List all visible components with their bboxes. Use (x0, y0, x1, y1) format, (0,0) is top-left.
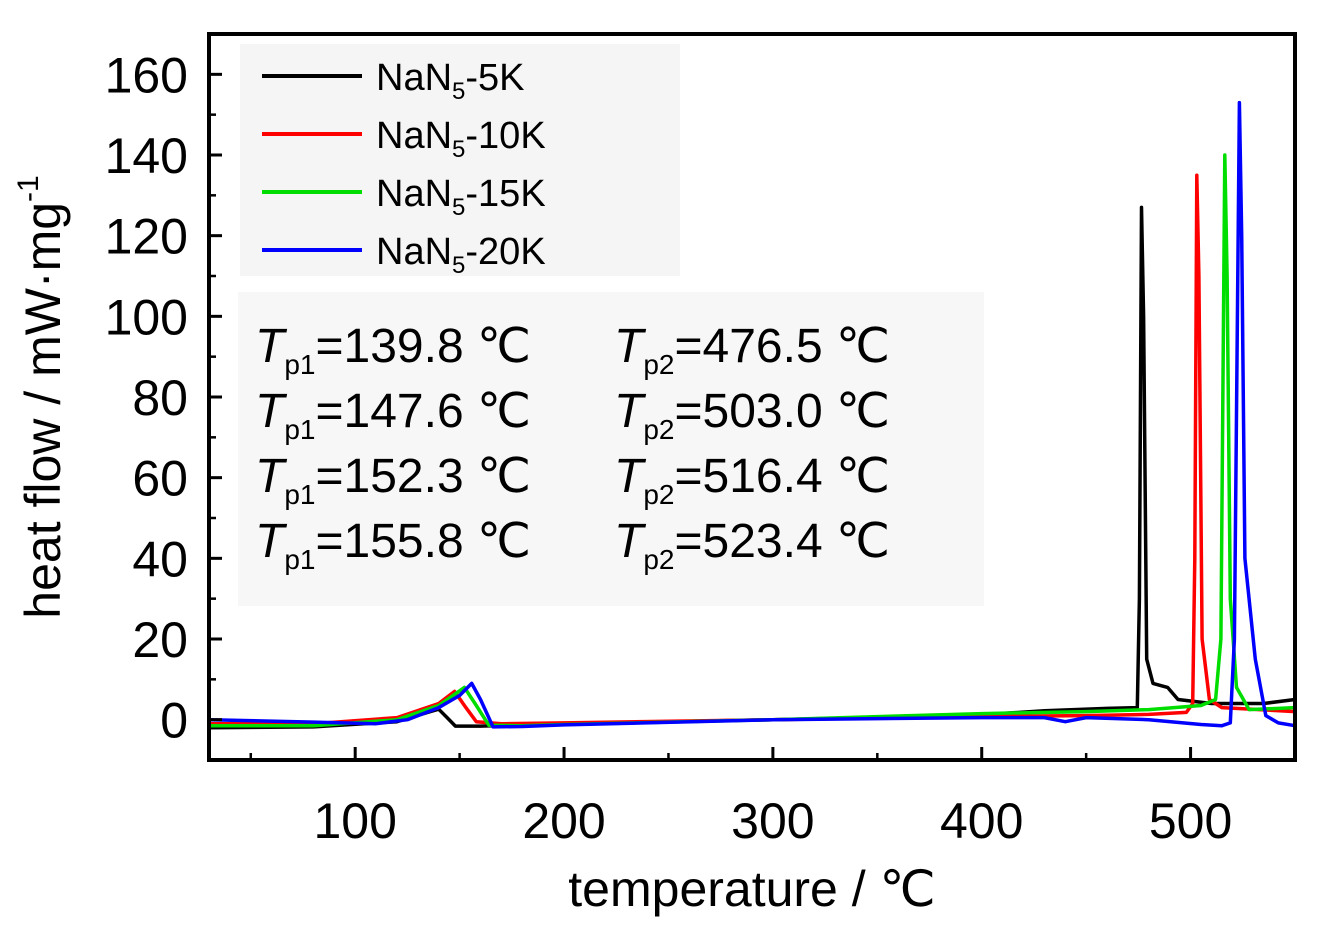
y-tick-label: 0 (160, 693, 188, 749)
peak-temperature-label: Tp1=147.6 ℃ (255, 385, 531, 445)
y-tick-label: 120 (105, 209, 188, 265)
peak-temperature-label: Tp2=476.5 ℃ (614, 320, 890, 380)
annotation-background (238, 292, 984, 606)
peak-temperature-label: Tp2=523.4 ℃ (614, 515, 890, 575)
x-tick-label: 100 (313, 793, 396, 849)
x-tick-label: 500 (1149, 793, 1232, 849)
peak-temperature-label: Tp2=503.0 ℃ (614, 385, 890, 445)
peak-temperature-label: Tp1=155.8 ℃ (255, 515, 531, 575)
y-tick-label: 20 (132, 612, 188, 668)
y-tick-label: 140 (105, 128, 188, 184)
y-axis-title-superscript: -1 (12, 175, 45, 202)
peak-temperature-label: Tp1=152.3 ℃ (255, 450, 531, 510)
ticks-layer: 0 20 40 60 80 100 120 140 160 100 200 300 400 500 (105, 32, 1297, 849)
y-axis-title-main: heat flow / mW·mg (15, 202, 71, 619)
series-line-15k (209, 153, 1296, 728)
x-tick-label: 300 (731, 793, 814, 849)
legend-label: NaN5-20K (376, 231, 546, 279)
legend-label: NaN5-10K (376, 115, 546, 163)
y-tick-label: 40 (132, 531, 188, 587)
legend-label: NaN5-15K (376, 173, 546, 221)
peak-temperature-label: Tp1=139.8 ℃ (255, 320, 531, 380)
legend-panel: NaN5-5K NaN5-10K NaN5-15K NaN5-20K (240, 44, 680, 279)
legend-label: NaN5-5K (376, 57, 525, 105)
y-axis-title: heat flow / mW·mg-1 (12, 175, 71, 618)
annotation-panel: Tp1=139.8 ℃ Tp2=476.5 ℃ Tp1=147.6 ℃ Tp2=503… (238, 292, 984, 606)
y-tick-label: 100 (105, 289, 188, 345)
x-axis-title: temperature / ℃ (568, 861, 935, 917)
y-tick-label: 60 (132, 451, 188, 507)
y-tick-label: 80 (132, 370, 188, 426)
series-layer (208, 100, 1296, 730)
x-tick-label: 200 (522, 793, 605, 849)
x-tick-label: 400 (940, 793, 1023, 849)
peak-temperature-label: Tp2=516.4 ℃ (614, 450, 890, 510)
series-line-20k (208, 100, 1296, 729)
legend-background (240, 44, 680, 276)
y-tick-label: 160 (105, 47, 188, 103)
